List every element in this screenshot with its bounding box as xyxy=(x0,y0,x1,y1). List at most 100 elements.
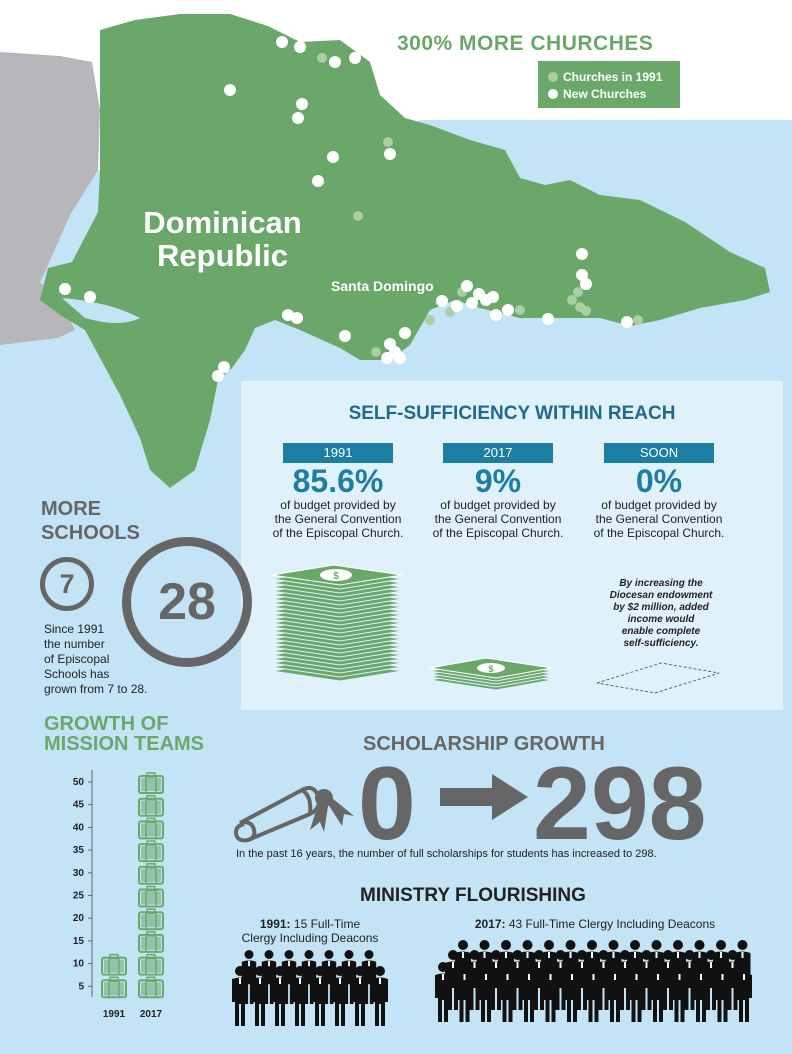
bar-2017-suitcase xyxy=(138,863,164,885)
church-1991-dot xyxy=(581,306,591,316)
diploma-icon xyxy=(233,786,354,843)
person-icon xyxy=(521,962,537,1022)
scholarship-to: 298 xyxy=(533,746,707,862)
y-tick-label: 35 xyxy=(73,845,85,856)
scholarship-from: 0 xyxy=(358,746,416,862)
church-new-dot xyxy=(576,269,588,281)
church-new-dot xyxy=(466,297,478,309)
church-1991-dot xyxy=(633,315,643,325)
bar-2017-suitcase xyxy=(138,953,164,976)
church-1991-dot xyxy=(573,287,583,297)
bar-2017-suitcase xyxy=(138,908,164,931)
person-icon xyxy=(564,962,580,1022)
legend-label-1991: Churches in 1991 xyxy=(563,70,663,84)
bar-2017-suitcase xyxy=(138,772,164,794)
person-icon xyxy=(232,966,248,1026)
person-icon xyxy=(435,962,451,1022)
church-new-dot xyxy=(487,291,499,303)
year-box-1991: 1991 xyxy=(283,443,393,463)
church-new-dot xyxy=(84,291,96,303)
clergy-2017-year: 2017: xyxy=(474,917,506,931)
church-new-dot xyxy=(276,36,288,48)
arrow-right-icon xyxy=(440,774,528,820)
church-new-dot xyxy=(291,312,303,324)
person-icon xyxy=(272,966,288,1026)
percent-soon: 0% xyxy=(635,463,683,499)
mission-teams-title: GROWTH OF MISSION TEAMS xyxy=(44,713,205,755)
money-stack-large-icon: $ xyxy=(271,564,403,682)
church-1991-dot xyxy=(383,137,393,147)
church-new-dot xyxy=(621,316,633,328)
churches-title: 300% MORE CHURCHES xyxy=(397,32,654,55)
schools-title: MORE SCHOOLS xyxy=(41,498,140,544)
church-new-dot xyxy=(490,309,502,321)
church-new-dot xyxy=(384,148,396,160)
church-1991-dot xyxy=(353,211,363,221)
svg-text:$: $ xyxy=(333,571,339,582)
person-icon xyxy=(542,962,559,1022)
schools-2017-circle: 28 xyxy=(122,537,252,667)
church-new-dot xyxy=(502,304,514,316)
church-new-dot xyxy=(580,278,592,290)
church-new-dot xyxy=(349,52,361,64)
clergy-1991-text: 1991: 15 Full-Time Clergy Including Deac… xyxy=(225,917,395,945)
bar-1991-suitcase xyxy=(101,976,127,999)
legend-row-1991: Churches in 1991 xyxy=(548,70,662,84)
self-sufficiency-panel: SELF-SUFFICIENCY WITHIN REACH 1991 85.6%… xyxy=(241,381,783,710)
person-icon xyxy=(352,966,368,1026)
y-tick-label: 50 xyxy=(73,777,85,788)
bar-2017-suitcase xyxy=(138,840,164,863)
x-tick-label: 1991 xyxy=(103,1009,126,1020)
church-1991-dot xyxy=(567,295,577,305)
church-new-dot xyxy=(381,352,393,364)
mission-teams-chart: 5 10 15 20 25 30 35 40 45 50 1991 2017 xyxy=(73,770,164,1020)
person-icon xyxy=(252,966,268,1026)
person-icon xyxy=(312,966,328,1026)
church-new-dot xyxy=(542,313,554,325)
church-new-dot xyxy=(212,370,224,382)
country-label: Dominican Republic xyxy=(143,205,302,273)
bar-2017-suitcase xyxy=(138,976,164,999)
clergy-1991-line2: Clergy Including Deacons xyxy=(241,931,379,945)
church-new-dot xyxy=(394,352,406,364)
bar-2017-suitcase xyxy=(138,794,164,817)
schools-desc: Since 1991 the number of Episcopal Schoo… xyxy=(44,622,148,696)
clergy-1991-line1: 15 Full-Time xyxy=(290,917,361,931)
y-tick-label: 10 xyxy=(73,959,85,970)
church-new-dot xyxy=(339,330,351,342)
percent-2017: 9% xyxy=(474,463,522,499)
x-tick-label: 2017 xyxy=(140,1009,163,1020)
empty-money-outline-icon xyxy=(596,662,720,694)
bar-2017-suitcase xyxy=(138,885,164,908)
church-new-dot xyxy=(327,151,339,163)
church-1991-dot xyxy=(317,53,327,63)
money-stack-small-icon: $ xyxy=(429,657,553,691)
bar-2017-suitcase xyxy=(138,931,164,953)
money-top: $ xyxy=(429,657,553,679)
person-icon xyxy=(456,962,473,1022)
person-icon xyxy=(478,962,494,1022)
year-box-2017: 2017 xyxy=(443,443,553,463)
y-tick-label: 25 xyxy=(73,891,85,902)
city-label: Santa Domingo xyxy=(331,278,434,294)
scholarship-desc: In the past 16 years, the number of full… xyxy=(236,848,657,860)
y-tick-label: 5 xyxy=(78,981,84,992)
person-icon xyxy=(693,962,709,1022)
clergy-2017-text: 2017: 43 Full-Time Clergy Including Deac… xyxy=(455,917,735,931)
person-icon xyxy=(292,966,308,1026)
percent-1991: 85.6% xyxy=(292,463,384,499)
church-new-dot xyxy=(218,361,230,373)
church-new-dot xyxy=(576,248,588,260)
percent-desc-soon: of budget provided by the General Conven… xyxy=(593,498,725,540)
clergy-2017-line: 43 Full-Time Clergy Including Deacons xyxy=(505,917,716,931)
person-icon xyxy=(372,966,388,1026)
scholarship-title: SCHOLARSHIP GROWTH xyxy=(363,733,605,755)
church-1991-dot xyxy=(425,315,435,325)
church-new-dot xyxy=(451,300,463,312)
year-box-soon: SOON xyxy=(604,443,714,463)
y-tick-label: 15 xyxy=(73,936,85,947)
church-new-dot xyxy=(399,327,411,339)
legend-dot-1991 xyxy=(548,72,558,82)
clergy-1991-figures xyxy=(232,950,388,1026)
legend-dot-new xyxy=(548,89,558,99)
